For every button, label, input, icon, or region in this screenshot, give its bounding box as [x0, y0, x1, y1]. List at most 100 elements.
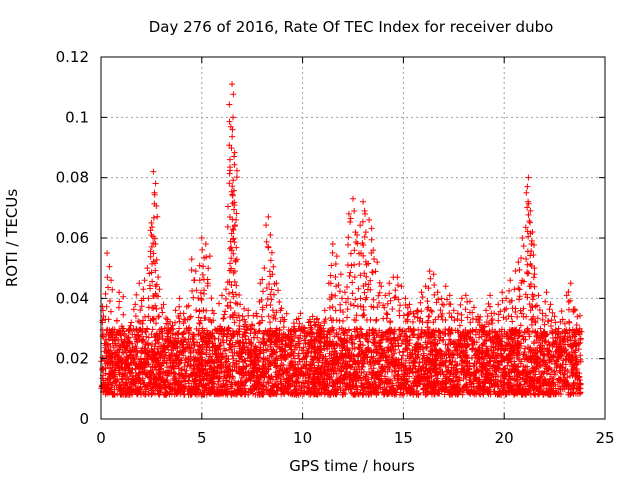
data-point: [333, 253, 340, 260]
data-point-cluster: [120, 328, 127, 335]
data-point-cluster: [458, 311, 465, 318]
data-point-cluster: [367, 286, 374, 293]
data-point: [289, 337, 296, 344]
data-point-cluster: [182, 316, 189, 323]
y-tick-label: 0.1: [65, 108, 89, 126]
data-point-cluster: [530, 241, 537, 248]
data-point-cluster: [347, 250, 354, 257]
data-point: [386, 280, 393, 287]
data-point: [108, 277, 115, 284]
data-point-cluster: [291, 332, 298, 339]
data-point-cluster: [125, 339, 132, 346]
data-point: [261, 265, 268, 272]
data-point: [360, 198, 367, 205]
data-point-cluster: [209, 307, 216, 314]
data-point-cluster: [276, 298, 283, 305]
data-point-cluster: [270, 291, 277, 298]
data-point-cluster: [224, 203, 231, 210]
data-point-cluster: [158, 305, 165, 312]
data-point-cluster: [479, 324, 486, 331]
data-point-cluster: [344, 314, 351, 321]
data-point-cluster: [152, 267, 159, 274]
data-point-cluster: [375, 292, 382, 299]
data-point-cluster: [427, 275, 434, 282]
data-point-cluster: [417, 299, 424, 306]
data-point-cluster: [404, 316, 411, 323]
data-point-cluster: [346, 273, 353, 279]
data-point-cluster: [483, 319, 490, 326]
data-point-cluster: [530, 251, 537, 258]
data-point-cluster: [512, 308, 519, 315]
data-point-cluster: [236, 317, 243, 324]
data-point: [206, 253, 213, 260]
data-point-cluster: [247, 325, 254, 332]
data-point-cluster: [376, 289, 383, 296]
data-point: [124, 343, 131, 350]
data-point: [160, 301, 167, 308]
data-point-cluster: [339, 317, 346, 324]
data-point-cluster: [204, 276, 211, 283]
data-point-cluster: [228, 265, 235, 272]
data-point-cluster: [387, 318, 394, 325]
data-point-cluster: [140, 295, 147, 302]
data-point-cluster: [226, 180, 233, 187]
data-point-cluster: [280, 318, 287, 325]
data-point: [136, 280, 143, 287]
data-point: [269, 271, 276, 278]
data-point-cluster: [147, 317, 154, 324]
data-point-cluster: [200, 307, 207, 314]
x-tick-label: 25: [595, 429, 614, 447]
data-point-cluster: [368, 225, 375, 232]
data-point-cluster: [373, 316, 380, 323]
data-point-cluster: [353, 312, 360, 319]
data-point-cluster: [552, 319, 559, 326]
data-point-cluster: [531, 271, 538, 278]
data-point-cluster: [208, 319, 215, 326]
data-point-cluster: [227, 299, 234, 306]
data-point-cluster: [332, 260, 339, 267]
data-point-cluster: [229, 216, 236, 223]
data-point: [575, 340, 582, 347]
data-point-cluster: [359, 218, 366, 225]
data-point-cluster: [332, 292, 339, 299]
data-point-cluster: [230, 250, 237, 257]
data-point: [329, 241, 336, 248]
data-point: [462, 292, 469, 299]
data-point: [458, 295, 465, 302]
background-points: [98, 293, 584, 398]
data-point-cluster: [411, 313, 418, 320]
data-point-cluster: [530, 313, 537, 320]
data-point: [555, 325, 562, 332]
data-point-cluster: [367, 316, 374, 323]
data-point-cluster: [268, 249, 275, 256]
data-point-cluster: [427, 307, 434, 314]
data-point-cluster: [524, 204, 531, 211]
data-point-cluster: [440, 301, 447, 308]
data-point-cluster: [458, 317, 465, 324]
data-point-cluster: [574, 313, 581, 320]
data-point-cluster: [200, 263, 207, 270]
data-point: [277, 307, 284, 314]
data-point-cluster: [328, 294, 335, 301]
data-point-cluster: [437, 307, 444, 314]
data-point: [563, 292, 570, 299]
data-point-cluster: [542, 298, 549, 305]
data-point-cluster: [307, 318, 314, 325]
data-point: [210, 310, 217, 317]
data-point-cluster: [196, 308, 203, 315]
data-point-cluster: [176, 303, 183, 310]
data-point-cluster: [107, 308, 114, 315]
data-point-cluster: [352, 317, 359, 324]
data-point-cluster: [425, 285, 432, 292]
data-point-cluster: [123, 332, 130, 339]
data-point-cluster: [520, 305, 527, 312]
data-point: [309, 313, 316, 320]
data-point-cluster: [516, 293, 523, 300]
data-point-cluster: [431, 282, 438, 289]
data-point-cluster: [226, 290, 233, 297]
data-point-cluster: [475, 319, 482, 326]
data-point-cluster: [363, 273, 370, 280]
data-point-cluster: [397, 302, 404, 309]
data-point-cluster: [345, 234, 352, 241]
data-point-cluster: [227, 304, 234, 311]
